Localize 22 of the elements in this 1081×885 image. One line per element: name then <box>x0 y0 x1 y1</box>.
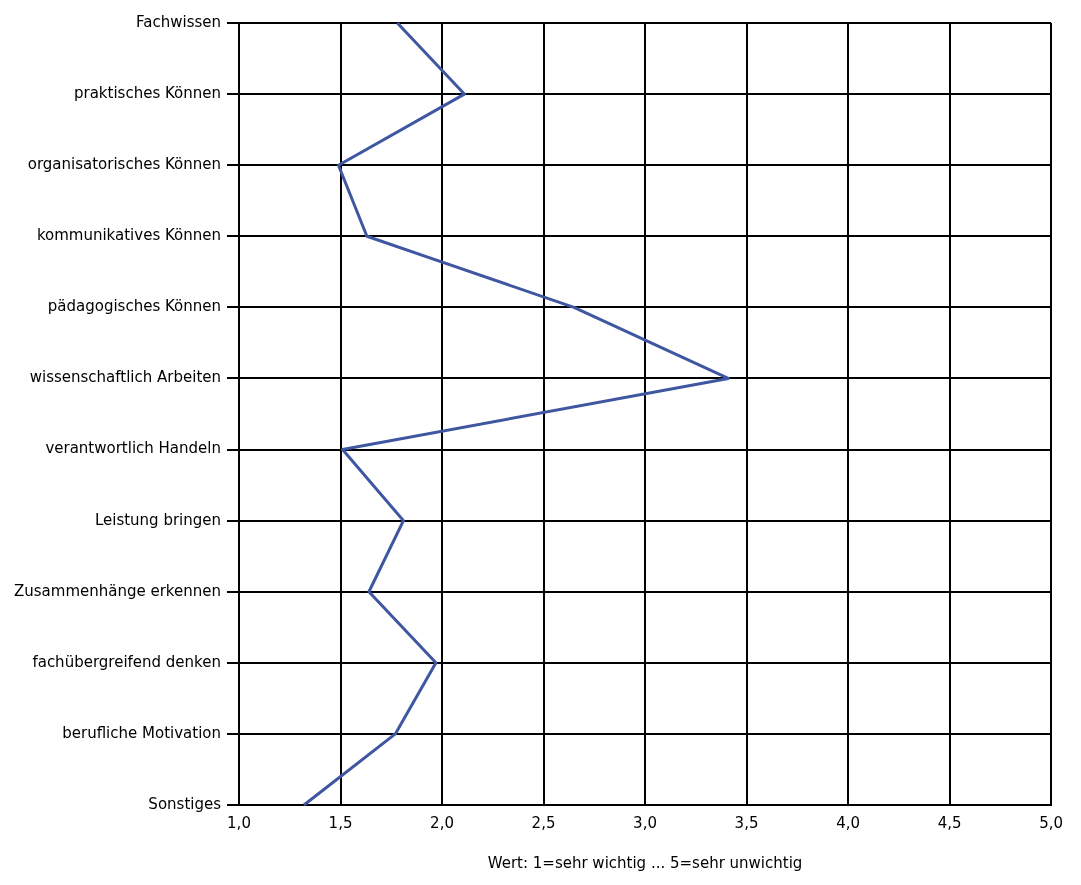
y-tick-label: pädagogisches Können <box>47 297 221 316</box>
x-tick-label: 3,5 <box>734 813 759 832</box>
x-tick-label: 3,0 <box>633 813 657 832</box>
x-tick-label: 1,0 <box>227 813 251 832</box>
y-tick-label: kommunikatives Können <box>36 226 221 245</box>
y-tick-label: Zusammenhänge erkennen <box>14 581 221 600</box>
x-axis-title: Wert: 1=sehr wichtig ... 5=sehr unwichtig <box>487 853 803 872</box>
y-tick-label: organisatorisches Können <box>27 155 221 174</box>
y-tick-label: Sonstiges <box>148 794 222 813</box>
x-tick-label: 2,0 <box>430 813 454 832</box>
x-tick-label: 2,5 <box>531 813 556 832</box>
x-tick-label: 4,0 <box>836 813 860 832</box>
y-tick-label: berufliche Motivation <box>62 723 221 742</box>
y-tick-label: wissenschaftlich Arbeiten <box>29 368 221 387</box>
x-tick-label: 5,0 <box>1039 813 1063 832</box>
x-tick-label: 4,5 <box>937 813 962 832</box>
y-tick-label: fachübergreifend denken <box>32 652 221 671</box>
x-tick-label: 1,5 <box>328 813 353 832</box>
y-tick-label: verantwortlich Handeln <box>45 439 221 458</box>
y-tick-label: praktisches Können <box>73 83 221 102</box>
y-tick-label: Fachwissen <box>136 12 221 31</box>
y-tick-label: Leistung bringen <box>94 510 221 529</box>
